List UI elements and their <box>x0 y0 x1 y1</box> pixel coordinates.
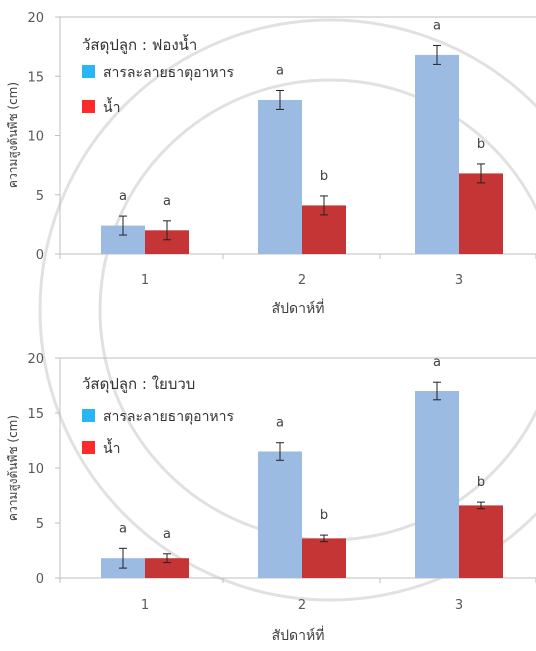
legend-title: วัสดุปลูก : ฟองน้ำ <box>82 34 197 55</box>
y-tick-label: 5 <box>36 517 44 532</box>
x-tick-label: 2 <box>298 273 306 288</box>
bar-nutrient-week-3 <box>415 391 459 578</box>
legend-swatch-nutrient <box>82 409 95 422</box>
significance-letter: b <box>320 508 328 523</box>
significance-letter: a <box>119 521 127 536</box>
significance-letter: a <box>119 189 127 204</box>
x-tick-label: 3 <box>455 273 463 288</box>
bar-water-week-1 <box>145 558 189 578</box>
legend-swatch-nutrient <box>82 65 95 78</box>
legend-label-water: น้ำ <box>103 97 120 116</box>
x-axis-label: สัปดาห์ที่ <box>272 299 325 317</box>
y-axis-label: ความสูงต้นพืช (cm) <box>6 415 21 521</box>
x-tick-label: 1 <box>141 598 149 613</box>
y-tick-label: 15 <box>27 70 44 85</box>
y-tick-label: 0 <box>36 572 44 587</box>
significance-letter: a <box>433 18 441 33</box>
y-tick-label: 10 <box>27 462 44 477</box>
significance-letter: b <box>477 137 485 152</box>
significance-letter: b <box>320 169 328 184</box>
legend-swatch-water <box>82 100 95 113</box>
legend-label-water: น้ำ <box>103 438 120 457</box>
significance-letter: a <box>163 194 171 209</box>
significance-letter: b <box>477 475 485 490</box>
y-tick-label: 15 <box>27 407 44 422</box>
bar-nutrient-week-3 <box>415 54 459 254</box>
chart-1: 0 5 10 15 20 1 2 3 a a a a b b สัปดาห์ที่ ความสูงต้นพืช… <box>6 11 536 317</box>
y-tick-label: 20 <box>27 11 44 26</box>
bar-nutrient-week-2 <box>258 451 302 578</box>
legend-label-nutrient: สารละลายธาตุอาหาร <box>103 65 235 81</box>
significance-letter: a <box>163 527 171 542</box>
y-tick-label: 20 <box>27 352 44 367</box>
legend-swatch-water <box>82 441 95 454</box>
legend-title: วัสดุปลูก : ใยบวบ <box>82 375 195 394</box>
bar-water-week-1 <box>145 230 189 254</box>
significance-letter: a <box>276 416 284 431</box>
y-tick-label: 0 <box>36 248 44 263</box>
x-tick-label: 2 <box>298 598 306 613</box>
bar-water-week-3 <box>459 505 503 578</box>
legend-label-nutrient: สารละลายธาตุอาหาร <box>103 409 235 425</box>
chart-2: 0 5 10 15 20 1 2 3 a a a a b b สัปดาห์ที่ ความสูงต้นพืช… <box>6 352 536 644</box>
x-tick-label: 1 <box>141 273 149 288</box>
x-tick-label: 3 <box>455 598 463 613</box>
significance-letter: a <box>276 63 284 78</box>
y-axis-label: ความสูงต้นพืช (cm) <box>6 82 21 188</box>
y-tick-label: 10 <box>27 130 44 145</box>
x-axis-label: สัปดาห์ที่ <box>272 626 325 644</box>
bar-water-week-2 <box>302 538 346 578</box>
significance-letter: a <box>433 355 441 370</box>
y-tick-label: 5 <box>36 189 44 204</box>
bar-nutrient-week-2 <box>258 99 302 254</box>
bar-water-week-3 <box>459 173 503 254</box>
